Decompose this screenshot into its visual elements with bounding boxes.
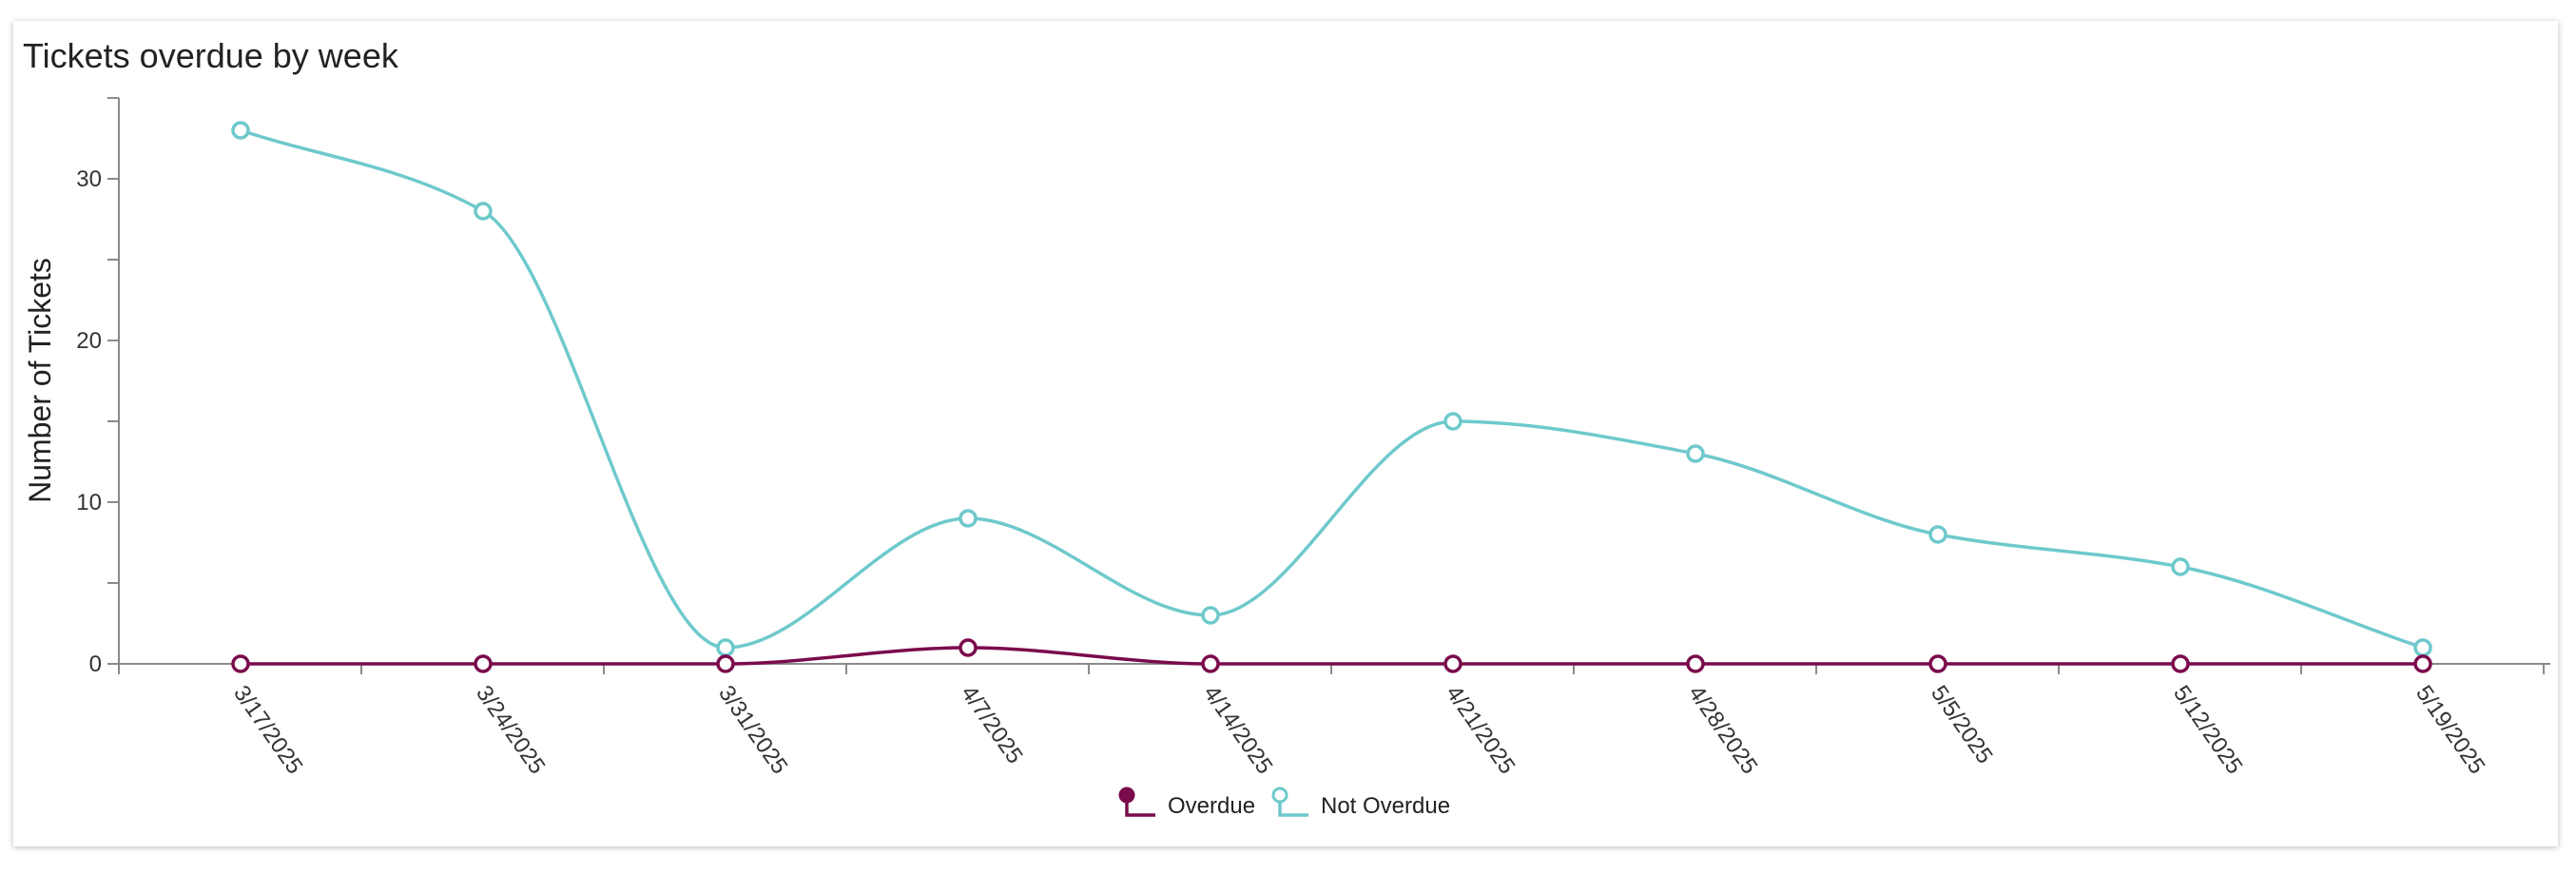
chart-series xyxy=(231,121,2432,673)
data-point-not-overdue xyxy=(231,121,250,140)
y-tick-label: 0 xyxy=(89,651,102,677)
data-point-overdue xyxy=(1443,654,1462,673)
chart-title: Tickets overdue by week xyxy=(23,36,398,75)
chart-legend: Overdue Not Overdue xyxy=(1118,787,1450,819)
data-point-not-overdue xyxy=(2413,638,2432,657)
data-point-overdue xyxy=(1686,654,1705,673)
x-tick-label: 4/7/2025 xyxy=(956,681,1028,768)
series-line-not-overdue xyxy=(240,128,2424,650)
data-point-not-overdue xyxy=(1686,444,1705,463)
data-point-overdue xyxy=(231,654,250,673)
data-point-overdue xyxy=(959,638,978,657)
chart-axes: 0 10 20 30 Number of Tickets 3/17/2025 3/24/20… xyxy=(23,97,2550,779)
y-tick-label: 10 xyxy=(76,490,102,515)
x-tick-label: 3/31/2025 xyxy=(713,681,792,779)
data-point-overdue xyxy=(1201,654,1220,673)
x-tick-label: 4/14/2025 xyxy=(1198,681,1277,779)
data-point-overdue xyxy=(716,654,735,673)
data-point-not-overdue xyxy=(1928,525,1947,544)
x-tick-label: 3/24/2025 xyxy=(471,681,550,779)
x-tick-label: 3/17/2025 xyxy=(228,681,307,779)
data-point-not-overdue xyxy=(1201,606,1220,625)
y-tick-label: 20 xyxy=(76,328,102,354)
x-tick-label: 5/12/2025 xyxy=(2168,681,2247,779)
legend-marker-overdue xyxy=(1118,787,1135,804)
legend-label-overdue: Overdue xyxy=(1168,793,1255,819)
y-axis-title: Number of Tickets xyxy=(23,258,57,503)
x-tick-label: 5/5/2025 xyxy=(1926,681,1998,768)
data-point-not-overdue xyxy=(474,202,493,221)
x-tick-label: 5/19/2025 xyxy=(2411,681,2489,779)
data-point-overdue xyxy=(1928,654,1947,673)
data-point-overdue xyxy=(2413,654,2432,673)
data-point-not-overdue xyxy=(716,638,735,657)
data-point-not-overdue xyxy=(1443,412,1462,431)
x-tick-label: 4/21/2025 xyxy=(1441,681,1520,779)
chart-card xyxy=(13,21,2558,846)
y-tick-label: 30 xyxy=(76,166,102,192)
data-point-overdue xyxy=(474,654,493,673)
data-point-not-overdue xyxy=(2171,557,2190,576)
series-line-overdue xyxy=(241,646,2423,666)
legend-marker-not-overdue xyxy=(1271,787,1288,804)
data-point-overdue xyxy=(2171,654,2190,673)
legend-label-not-overdue: Not Overdue xyxy=(1321,793,1450,819)
data-point-not-overdue xyxy=(959,509,978,528)
x-tick-label: 4/28/2025 xyxy=(1683,681,1762,779)
